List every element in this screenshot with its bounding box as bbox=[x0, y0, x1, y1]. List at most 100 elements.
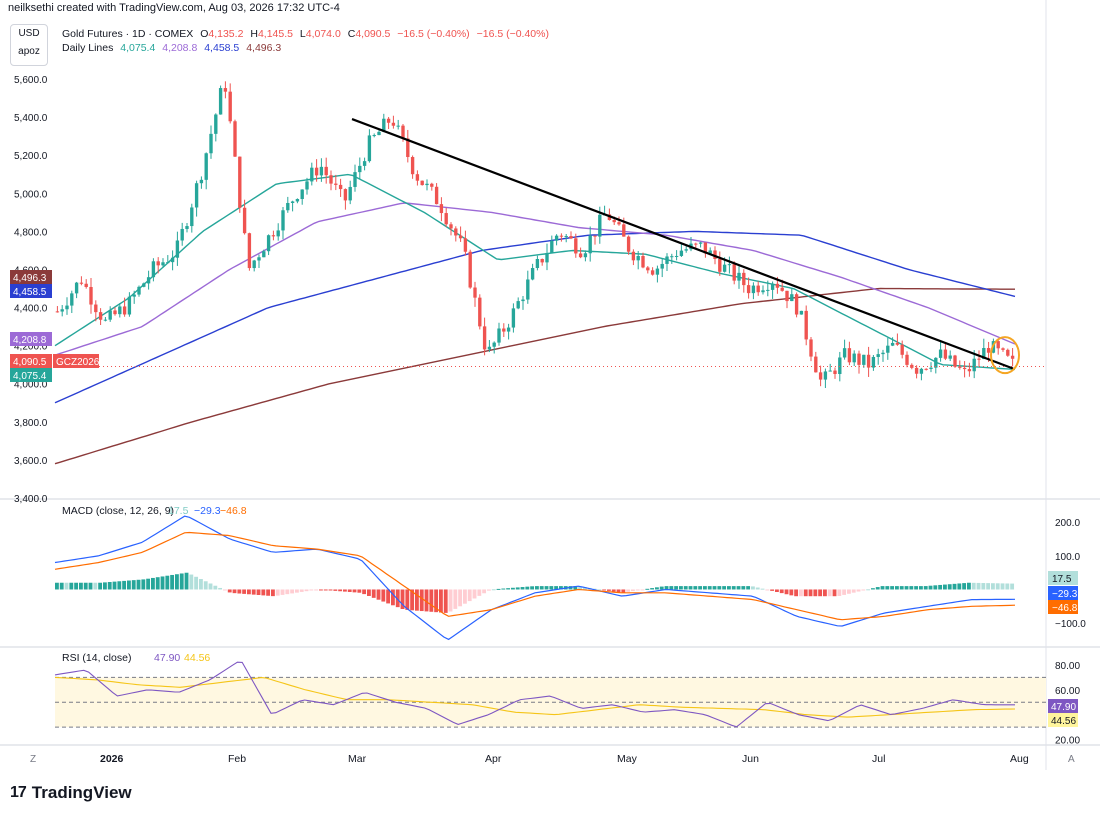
candle-body bbox=[324, 166, 328, 176]
macd-histogram-bar bbox=[458, 589, 463, 607]
macd-histogram-bar bbox=[371, 589, 376, 598]
macd-histogram-bar bbox=[573, 586, 578, 590]
macd-histogram-bar bbox=[343, 589, 347, 592]
tradingview-logo-icon: 17 bbox=[10, 784, 27, 801]
candle-body bbox=[598, 214, 602, 237]
daily-lines-label[interactable]: Daily Lines bbox=[62, 42, 114, 54]
price-tag bbox=[10, 284, 52, 298]
candle-body bbox=[358, 165, 362, 173]
macd-title[interactable]: MACD (close, 12, 26, 9) bbox=[62, 505, 174, 517]
macd-histogram-bar bbox=[770, 589, 775, 591]
macd-histogram-bar bbox=[779, 589, 784, 594]
candle-body bbox=[641, 256, 645, 268]
macd-histogram-bar bbox=[424, 589, 429, 612]
macd-histogram-bar bbox=[299, 589, 304, 592]
macd-histogram-bar bbox=[703, 586, 707, 590]
macd-histogram-bar bbox=[707, 586, 712, 590]
macd-histogram-bar bbox=[467, 589, 472, 602]
candle-body bbox=[434, 186, 439, 205]
macd-histogram-bar bbox=[429, 589, 434, 612]
candle-body bbox=[94, 304, 98, 313]
candle-body bbox=[929, 367, 933, 369]
macd-histogram-bar bbox=[866, 589, 871, 591]
candle-body bbox=[953, 355, 957, 367]
macd-histogram-bar bbox=[640, 589, 645, 591]
macd-histogram-bar bbox=[400, 589, 405, 610]
macd-histogram-bar bbox=[74, 582, 79, 590]
candle-body bbox=[204, 153, 208, 180]
price-tag-value: 4,458.5 bbox=[13, 287, 47, 298]
candle-body bbox=[785, 290, 789, 302]
macd-histogram-bar bbox=[760, 588, 765, 590]
candle-body bbox=[305, 181, 309, 190]
price-tag bbox=[10, 270, 52, 284]
macd-histogram-bar bbox=[794, 589, 799, 597]
macd-histogram-bar bbox=[280, 589, 285, 595]
price-tag-value: 4,496.3 bbox=[13, 273, 47, 284]
currency-selector[interactable]: USD apoz bbox=[10, 24, 48, 66]
candle-body bbox=[919, 368, 924, 374]
candle-body bbox=[214, 114, 218, 134]
macd-histogram-bar bbox=[544, 586, 549, 590]
macd-histogram-bar bbox=[597, 589, 602, 591]
trendline-group[interactable] bbox=[351, 118, 1020, 375]
candle-body bbox=[290, 201, 295, 203]
macd-histogram-bar bbox=[107, 582, 112, 590]
macd-histogram-bar bbox=[213, 585, 218, 590]
time-axis[interactable]: 2026 Feb Mar Apr May Jun Jul Aug bbox=[100, 753, 1029, 765]
price-tag bbox=[10, 332, 52, 346]
price-tick-label: 3,400.0 bbox=[14, 494, 48, 505]
candle-body bbox=[454, 228, 458, 236]
macd-histogram-bar bbox=[943, 584, 947, 590]
macd-histogram-bar bbox=[669, 586, 674, 590]
macd-histogram-bar bbox=[967, 582, 971, 590]
rsi-title[interactable]: RSI (14, close) bbox=[62, 652, 131, 664]
daily-line-value-1: 4,075.4 bbox=[120, 42, 156, 54]
macd-histogram-bar bbox=[69, 582, 74, 590]
macd-histogram-bar bbox=[899, 586, 904, 590]
candle-body bbox=[761, 290, 765, 293]
timezone-label[interactable]: Z bbox=[30, 754, 36, 765]
candle-body bbox=[828, 370, 832, 372]
macd-histogram-bar bbox=[962, 583, 967, 590]
macd-histogram-bar bbox=[549, 586, 554, 590]
trendline[interactable] bbox=[351, 118, 1014, 370]
rsi-tick-label: 60.00 bbox=[1055, 686, 1080, 697]
candle-body bbox=[886, 345, 890, 353]
macd-histogram-bar bbox=[103, 582, 107, 590]
time-tick-label: Jun bbox=[742, 753, 759, 765]
auto-scale-button[interactable]: A bbox=[1068, 754, 1075, 765]
macd-histogram-bar bbox=[688, 586, 693, 590]
candle-body bbox=[574, 238, 578, 254]
candle-body bbox=[502, 328, 506, 332]
macd-histogram-bar bbox=[189, 574, 194, 590]
candle-body bbox=[180, 228, 184, 241]
symbol-title[interactable]: Gold Futures · 1D · COMEX bbox=[62, 28, 194, 40]
price-axis[interactable]: 3,400.0 3,600.0 3,800.0 4,000.0 4,200.0 4,400… bbox=[14, 75, 48, 505]
candle-body bbox=[622, 224, 626, 237]
macd-histogram-bar bbox=[448, 589, 453, 612]
moving-averages bbox=[54, 173, 1016, 465]
candle-body bbox=[185, 226, 189, 229]
candle-body bbox=[780, 287, 784, 291]
candle-body bbox=[713, 250, 717, 259]
candle-body bbox=[223, 88, 228, 92]
macd-histogram-bar bbox=[813, 589, 818, 597]
candle-body bbox=[982, 348, 986, 360]
macd-histogram-bar bbox=[328, 589, 333, 591]
macd-histogram-bar bbox=[602, 589, 607, 591]
time-tick-label: Apr bbox=[485, 753, 502, 765]
candle-body bbox=[238, 156, 242, 208]
macd-histogram-bar bbox=[347, 589, 352, 592]
highlight-circle[interactable] bbox=[990, 336, 1020, 375]
candle-body bbox=[818, 372, 823, 380]
candle-body bbox=[794, 294, 799, 315]
macd-histogram-bar bbox=[506, 588, 511, 590]
candle-body bbox=[406, 138, 410, 158]
macd-histogram-bar bbox=[141, 579, 146, 590]
macd-histogram-bar bbox=[1010, 583, 1015, 590]
macd-histogram-bar bbox=[463, 589, 467, 604]
macd-histogram-bar bbox=[842, 589, 847, 595]
candle-body bbox=[746, 285, 751, 294]
